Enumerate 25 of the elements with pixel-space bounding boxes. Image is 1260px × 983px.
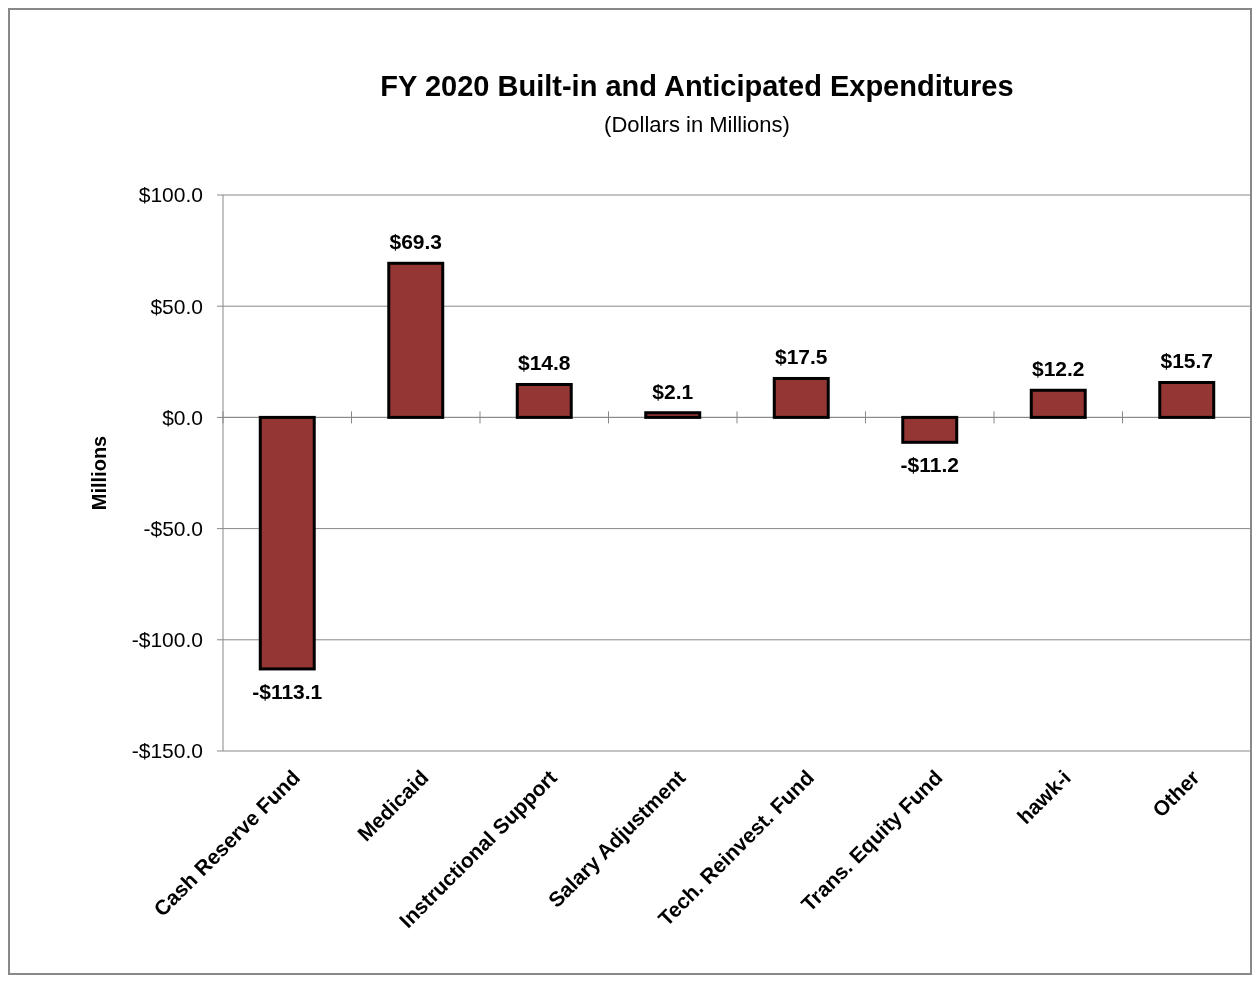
data-label: -$11.2	[900, 453, 959, 477]
data-label: $12.2	[1031, 357, 1085, 381]
bar	[1029, 388, 1087, 419]
bar	[901, 415, 959, 444]
chart-subtitle: (Dollars in Millions)	[604, 112, 790, 137]
y-tick-label: $0.0	[162, 405, 203, 429]
data-label: $2.1	[652, 379, 694, 403]
y-tick-label: -$50.0	[143, 516, 203, 540]
bar	[515, 382, 573, 419]
data-label: -$113.1	[252, 679, 323, 703]
data-label: $15.7	[1160, 349, 1214, 373]
data-label: $69.3	[389, 230, 443, 254]
y-tick-label: $100.0	[138, 183, 203, 207]
y-tick-label: -$150.0	[131, 739, 203, 763]
data-label: $17.5	[774, 345, 828, 369]
bar	[772, 376, 830, 419]
y-tick-label: -$100.0	[131, 628, 203, 652]
bar	[258, 415, 316, 671]
bar	[1158, 380, 1216, 419]
bar	[387, 261, 445, 419]
data-label: $14.8	[517, 351, 571, 375]
y-axis-title: Millions	[88, 435, 110, 511]
chart-title: FY 2020 Built-in and Anticipated Expenditures	[380, 70, 1014, 102]
bar	[644, 411, 702, 419]
y-tick-label: $50.0	[150, 294, 203, 318]
